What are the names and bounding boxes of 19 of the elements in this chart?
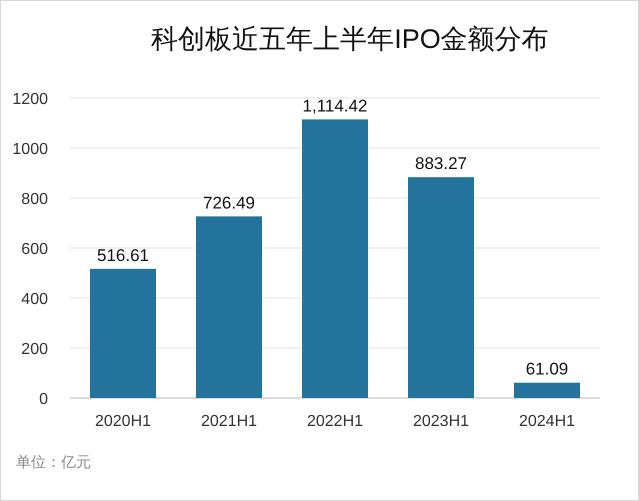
- x-tick-label: 2022H1: [306, 413, 364, 430]
- data-label: 61.09: [526, 360, 568, 379]
- data-label: 1,114.42: [302, 96, 368, 116]
- y-tick-label: 800: [21, 191, 48, 208]
- x-tick-label: 2021H1: [200, 413, 258, 430]
- x-tick-label: 2023H1: [412, 413, 470, 430]
- y-tick-label: 600: [21, 241, 48, 258]
- data-label: 726.49: [203, 193, 255, 212]
- y-tick-label: 200: [21, 341, 48, 358]
- text: 单位：亿元: [16, 454, 91, 471]
- x-tick-label: 2024H1: [518, 413, 576, 430]
- y-tick-label: 1000: [12, 141, 48, 158]
- y-tick-label: 1200: [12, 91, 48, 108]
- x-tick-label: 2020H1: [94, 413, 152, 430]
- y-tick-label: 400: [21, 291, 48, 308]
- data-label: 516.61: [97, 246, 149, 265]
- y-tick-label: 0: [39, 391, 48, 408]
- data-label: 883.27: [415, 154, 467, 174]
- title: 科创板近五年上半年IPO金额分布: [151, 24, 549, 54]
